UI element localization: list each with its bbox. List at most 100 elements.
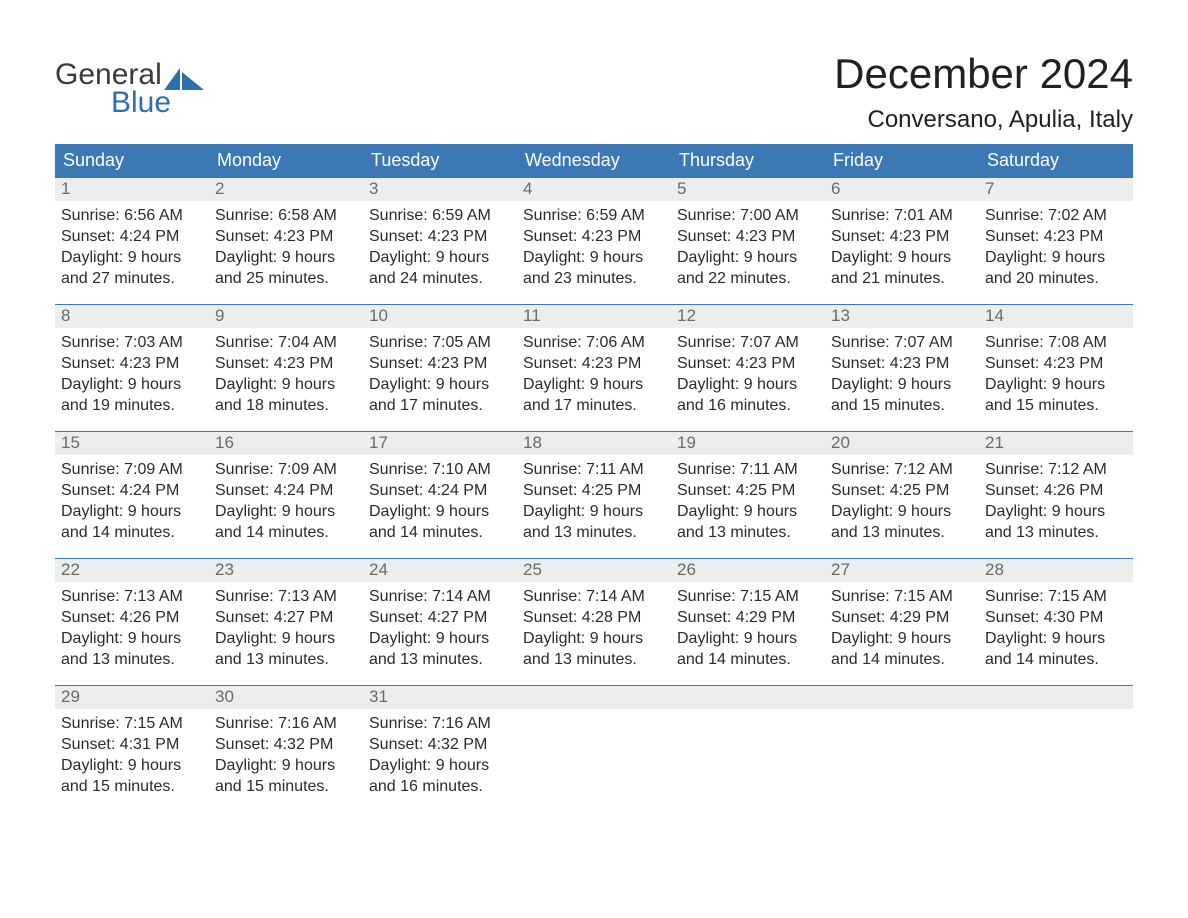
- day-number: 2: [209, 178, 363, 201]
- day-number: 29: [55, 686, 209, 709]
- sunset-line: Sunset: 4:23 PM: [831, 353, 973, 374]
- day-details: Sunrise: 7:05 AMSunset: 4:23 PMDaylight:…: [363, 328, 517, 416]
- calendar-day: 3Sunrise: 6:59 AMSunset: 4:23 PMDaylight…: [363, 178, 517, 304]
- day-number: 25: [517, 559, 671, 582]
- daylight-line: Daylight: 9 hours and 13 minutes.: [523, 501, 665, 543]
- day-details: Sunrise: 7:09 AMSunset: 4:24 PMDaylight:…: [55, 455, 209, 543]
- sunset-line: Sunset: 4:25 PM: [523, 480, 665, 501]
- sunrise-line: Sunrise: 7:13 AM: [215, 586, 357, 607]
- day-details: Sunrise: 7:03 AMSunset: 4:23 PMDaylight:…: [55, 328, 209, 416]
- calendar-page: General Blue December 2024 Conversano, A…: [0, 0, 1188, 852]
- calendar-day: 4Sunrise: 6:59 AMSunset: 4:23 PMDaylight…: [517, 178, 671, 304]
- calendar-day: 21Sunrise: 7:12 AMSunset: 4:26 PMDayligh…: [979, 432, 1133, 558]
- day-number: 4: [517, 178, 671, 201]
- sunset-line: Sunset: 4:23 PM: [61, 353, 203, 374]
- sunrise-line: Sunrise: 7:15 AM: [677, 586, 819, 607]
- sunrise-line: Sunrise: 7:03 AM: [61, 332, 203, 353]
- sunrise-line: Sunrise: 7:08 AM: [985, 332, 1127, 353]
- daylight-line: Daylight: 9 hours and 15 minutes.: [985, 374, 1127, 416]
- day-details: Sunrise: 7:12 AMSunset: 4:25 PMDaylight:…: [825, 455, 979, 543]
- sunset-line: Sunset: 4:25 PM: [677, 480, 819, 501]
- sunset-line: Sunset: 4:32 PM: [369, 734, 511, 755]
- daylight-line: Daylight: 9 hours and 15 minutes.: [215, 755, 357, 797]
- day-number: 7: [979, 178, 1133, 201]
- day-details: Sunrise: 7:10 AMSunset: 4:24 PMDaylight:…: [363, 455, 517, 543]
- daylight-line: Daylight: 9 hours and 14 minutes.: [369, 501, 511, 543]
- sunset-line: Sunset: 4:23 PM: [677, 226, 819, 247]
- day-details: Sunrise: 7:15 AMSunset: 4:31 PMDaylight:…: [55, 709, 209, 797]
- sunset-line: Sunset: 4:23 PM: [215, 353, 357, 374]
- day-number-empty: .: [825, 686, 979, 709]
- sunset-line: Sunset: 4:24 PM: [61, 226, 203, 247]
- day-number: 28: [979, 559, 1133, 582]
- daylight-line: Daylight: 9 hours and 17 minutes.: [523, 374, 665, 416]
- weekday-header: Saturday: [979, 144, 1133, 178]
- daylight-line: Daylight: 9 hours and 27 minutes.: [61, 247, 203, 289]
- day-details: Sunrise: 7:15 AMSunset: 4:29 PMDaylight:…: [825, 582, 979, 670]
- calendar-day: 13Sunrise: 7:07 AMSunset: 4:23 PMDayligh…: [825, 305, 979, 431]
- calendar-day: 16Sunrise: 7:09 AMSunset: 4:24 PMDayligh…: [209, 432, 363, 558]
- sunset-line: Sunset: 4:31 PM: [61, 734, 203, 755]
- calendar-day: 31Sunrise: 7:16 AMSunset: 4:32 PMDayligh…: [363, 686, 517, 812]
- weekday-header: Friday: [825, 144, 979, 178]
- sunset-line: Sunset: 4:23 PM: [523, 353, 665, 374]
- day-details: Sunrise: 7:01 AMSunset: 4:23 PMDaylight:…: [825, 201, 979, 289]
- weekday-header: Monday: [209, 144, 363, 178]
- day-number: 24: [363, 559, 517, 582]
- calendar-day: 1Sunrise: 6:56 AMSunset: 4:24 PMDaylight…: [55, 178, 209, 304]
- sunset-line: Sunset: 4:28 PM: [523, 607, 665, 628]
- day-number-empty: .: [671, 686, 825, 709]
- day-details: Sunrise: 7:06 AMSunset: 4:23 PMDaylight:…: [517, 328, 671, 416]
- day-number: 26: [671, 559, 825, 582]
- calendar-day: 12Sunrise: 7:07 AMSunset: 4:23 PMDayligh…: [671, 305, 825, 431]
- day-details: Sunrise: 6:56 AMSunset: 4:24 PMDaylight:…: [55, 201, 209, 289]
- daylight-line: Daylight: 9 hours and 25 minutes.: [215, 247, 357, 289]
- weekday-header: Sunday: [55, 144, 209, 178]
- sunrise-line: Sunrise: 7:11 AM: [677, 459, 819, 480]
- sunrise-line: Sunrise: 7:07 AM: [677, 332, 819, 353]
- sunrise-line: Sunrise: 7:15 AM: [831, 586, 973, 607]
- day-details: Sunrise: 7:09 AMSunset: 4:24 PMDaylight:…: [209, 455, 363, 543]
- daylight-line: Daylight: 9 hours and 20 minutes.: [985, 247, 1127, 289]
- day-details: Sunrise: 7:11 AMSunset: 4:25 PMDaylight:…: [671, 455, 825, 543]
- sunrise-line: Sunrise: 7:06 AM: [523, 332, 665, 353]
- day-number: 8: [55, 305, 209, 328]
- day-number: 12: [671, 305, 825, 328]
- day-details: Sunrise: 7:16 AMSunset: 4:32 PMDaylight:…: [363, 709, 517, 797]
- sunset-line: Sunset: 4:23 PM: [831, 226, 973, 247]
- daylight-line: Daylight: 9 hours and 13 minutes.: [215, 628, 357, 670]
- daylight-line: Daylight: 9 hours and 21 minutes.: [831, 247, 973, 289]
- day-details: Sunrise: 7:11 AMSunset: 4:25 PMDaylight:…: [517, 455, 671, 543]
- sunrise-line: Sunrise: 6:59 AM: [369, 205, 511, 226]
- sunrise-line: Sunrise: 7:15 AM: [985, 586, 1127, 607]
- sunset-line: Sunset: 4:29 PM: [677, 607, 819, 628]
- sunrise-line: Sunrise: 7:14 AM: [369, 586, 511, 607]
- calendar-day: 26Sunrise: 7:15 AMSunset: 4:29 PMDayligh…: [671, 559, 825, 685]
- sunrise-line: Sunrise: 7:16 AM: [369, 713, 511, 734]
- calendar-day: 10Sunrise: 7:05 AMSunset: 4:23 PMDayligh…: [363, 305, 517, 431]
- calendar-day: 2Sunrise: 6:58 AMSunset: 4:23 PMDaylight…: [209, 178, 363, 304]
- daylight-line: Daylight: 9 hours and 13 minutes.: [985, 501, 1127, 543]
- weekday-header: Tuesday: [363, 144, 517, 178]
- day-details: Sunrise: 7:07 AMSunset: 4:23 PMDaylight:…: [671, 328, 825, 416]
- day-number-empty: .: [979, 686, 1133, 709]
- day-details: Sunrise: 7:00 AMSunset: 4:23 PMDaylight:…: [671, 201, 825, 289]
- day-number: 27: [825, 559, 979, 582]
- calendar-week: 1Sunrise: 6:56 AMSunset: 4:24 PMDaylight…: [55, 178, 1133, 304]
- day-number: 14: [979, 305, 1133, 328]
- daylight-line: Daylight: 9 hours and 16 minutes.: [677, 374, 819, 416]
- day-number: 21: [979, 432, 1133, 455]
- sunset-line: Sunset: 4:26 PM: [985, 480, 1127, 501]
- sunset-line: Sunset: 4:32 PM: [215, 734, 357, 755]
- daylight-line: Daylight: 9 hours and 14 minutes.: [215, 501, 357, 543]
- sunset-line: Sunset: 4:23 PM: [369, 353, 511, 374]
- day-number: 17: [363, 432, 517, 455]
- day-details: Sunrise: 7:02 AMSunset: 4:23 PMDaylight:…: [979, 201, 1133, 289]
- sunrise-line: Sunrise: 7:07 AM: [831, 332, 973, 353]
- calendar-day: 18Sunrise: 7:11 AMSunset: 4:25 PMDayligh…: [517, 432, 671, 558]
- sunrise-line: Sunrise: 7:16 AM: [215, 713, 357, 734]
- day-details: Sunrise: 7:15 AMSunset: 4:30 PMDaylight:…: [979, 582, 1133, 670]
- calendar-day: 8Sunrise: 7:03 AMSunset: 4:23 PMDaylight…: [55, 305, 209, 431]
- sunrise-line: Sunrise: 7:15 AM: [61, 713, 203, 734]
- sunrise-line: Sunrise: 6:59 AM: [523, 205, 665, 226]
